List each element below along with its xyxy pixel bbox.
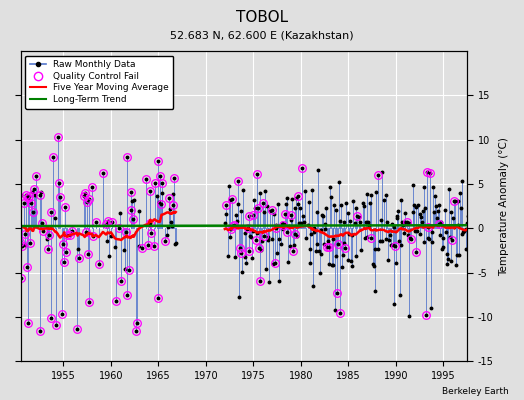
Legend: Raw Monthly Data, Quality Control Fail, Five Year Moving Average, Long-Term Tren: Raw Monthly Data, Quality Control Fail, … (25, 56, 173, 109)
Text: 52.683 N, 62.600 E (Kazakhstan): 52.683 N, 62.600 E (Kazakhstan) (170, 30, 354, 40)
Text: TOBOL: TOBOL (236, 10, 288, 25)
Text: Berkeley Earth: Berkeley Earth (442, 387, 508, 396)
Y-axis label: Temperature Anomaly (°C): Temperature Anomaly (°C) (499, 137, 509, 276)
